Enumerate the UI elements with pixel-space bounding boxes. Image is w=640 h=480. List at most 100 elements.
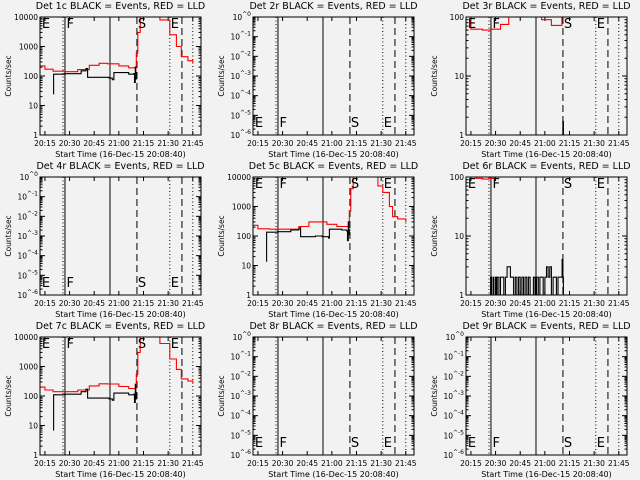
x-tick-label: 21:30 bbox=[157, 299, 179, 308]
phase-marker-label: E bbox=[171, 276, 179, 291]
x-tick-label: 21:30 bbox=[157, 139, 179, 148]
chart-title: Det 6r BLACK = Events, RED = LLD bbox=[462, 161, 630, 172]
phase-marker-label: E bbox=[384, 116, 392, 131]
tick-base: 10 bbox=[17, 193, 27, 202]
x-tick-label: 20:15 bbox=[460, 139, 482, 148]
phase-marker-label: E bbox=[384, 177, 392, 192]
tick-base: 10 bbox=[233, 333, 243, 342]
x-tick-label: 21:45 bbox=[182, 139, 204, 148]
phase-marker-label: F bbox=[492, 17, 499, 32]
tick-base: 10 bbox=[230, 353, 240, 362]
y-tick-label: 10^-5 bbox=[230, 429, 251, 440]
x-tick-label: 21:45 bbox=[608, 459, 630, 468]
plot-frame bbox=[465, 16, 628, 136]
tick-exponent: ^-4 bbox=[453, 410, 464, 417]
detector-panel: Det 3r BLACK = Events, RED = LLD Counts/s… bbox=[426, 0, 639, 160]
plot-frame bbox=[39, 16, 202, 136]
chart-title: Det 5c BLACK = Events, RED = LLD bbox=[249, 161, 418, 172]
y-tick-label: 10^0 bbox=[233, 11, 252, 22]
tick-base: 10 bbox=[230, 392, 240, 401]
phase-marker-label: F bbox=[279, 436, 286, 451]
tick-exponent: ^-6 bbox=[240, 449, 251, 456]
chart-svg: Det 3r BLACK = Events, RED = LLD Counts/s… bbox=[430, 1, 631, 159]
y-tick-label: 10^-4 bbox=[230, 410, 251, 421]
tick-exponent: ^-1 bbox=[240, 351, 251, 358]
y-tick-label: 10^-1 bbox=[230, 351, 251, 362]
plot-frame bbox=[252, 16, 415, 136]
tick-exponent: ^-3 bbox=[240, 390, 251, 397]
x-axis-label: Start Time (16-Dec-15 20:08:40) bbox=[55, 150, 186, 159]
x-tick-label: 20:45 bbox=[83, 459, 105, 468]
chart-title: Det 7c BLACK = Events, RED = LLD bbox=[36, 321, 205, 332]
tick-exponent: ^-5 bbox=[453, 429, 464, 436]
y-axis-label: Counts/sec bbox=[430, 215, 439, 256]
x-tick-label: 21:15 bbox=[346, 139, 368, 148]
y-tick-label: 1 bbox=[33, 451, 38, 460]
chart-svg: Det 8r BLACK = Events, RED = LLD Counts/s… bbox=[217, 321, 418, 479]
x-tick-label: 21:45 bbox=[395, 299, 417, 308]
tick-exponent: ^-2 bbox=[240, 370, 251, 377]
detector-panel: Det 8r BLACK = Events, RED = LLD Counts/s… bbox=[213, 320, 426, 480]
phase-marker-label: F bbox=[66, 337, 73, 352]
y-tick-label: 10^-1 bbox=[230, 31, 251, 42]
x-tick-label: 20:45 bbox=[296, 299, 318, 308]
y-tick-label: 10 bbox=[241, 262, 251, 271]
phase-marker-label: F bbox=[492, 177, 499, 192]
y-tick-label: 10^-3 bbox=[17, 230, 38, 241]
x-tick-label: 21:45 bbox=[395, 459, 417, 468]
x-tick-label: 21:00 bbox=[321, 139, 343, 148]
tick-base: 10 bbox=[230, 131, 240, 140]
x-tick-label: 21:00 bbox=[108, 299, 130, 308]
plot-area bbox=[275, 17, 407, 135]
x-axis-label: Start Time (16-Dec-15 20:08:40) bbox=[55, 470, 186, 479]
tick-base: 10 bbox=[17, 291, 27, 300]
tick-base: 10 bbox=[230, 431, 240, 440]
plot-area bbox=[40, 17, 194, 135]
x-tick-label: 20:30 bbox=[272, 139, 294, 148]
events-series-line bbox=[266, 221, 351, 262]
tick-base: 10 bbox=[17, 232, 27, 241]
chart-svg: Det 5c BLACK = Events, RED = LLD Counts/s… bbox=[217, 161, 418, 319]
y-tick-label: 10^0 bbox=[233, 331, 252, 342]
phase-marker-label: E bbox=[42, 17, 50, 32]
x-tick-label: 20:45 bbox=[83, 299, 105, 308]
y-tick-label: 10^-2 bbox=[443, 370, 464, 381]
phase-marker-label: S bbox=[351, 436, 359, 451]
tick-base: 10 bbox=[443, 412, 453, 421]
x-tick-label: 21:15 bbox=[133, 139, 155, 148]
phase-marker-label: E bbox=[468, 436, 476, 451]
tick-exponent: ^0 bbox=[242, 331, 251, 338]
y-tick-label: 10^-3 bbox=[443, 390, 464, 401]
y-tick-label: 1 bbox=[459, 131, 464, 140]
y-tick-label: 10^-4 bbox=[443, 410, 464, 421]
tick-exponent: ^0 bbox=[242, 11, 251, 18]
detector-panel: Det 4r BLACK = Events, RED = LLD Counts/s… bbox=[0, 160, 213, 320]
chart-title: Det 2r BLACK = Events, RED = LLD bbox=[249, 1, 417, 12]
x-tick-label: 20:15 bbox=[34, 459, 56, 468]
x-tick-label: 21:45 bbox=[182, 299, 204, 308]
x-tick-label: 20:30 bbox=[485, 139, 507, 148]
x-tick-label: 20:30 bbox=[59, 139, 81, 148]
x-axis-label: Start Time (16-Dec-15 20:08:40) bbox=[481, 470, 612, 479]
y-tick-label: 100 bbox=[24, 72, 39, 81]
y-tick-label: 10^-6 bbox=[230, 449, 251, 460]
tick-exponent: ^-1 bbox=[27, 191, 38, 198]
y-tick-label: 1000 bbox=[19, 363, 38, 372]
chart-title: Det 3r BLACK = Events, RED = LLD bbox=[462, 1, 630, 12]
phase-marker-label: E bbox=[255, 177, 263, 192]
y-tick-label: 1000 bbox=[19, 43, 38, 52]
phase-marker-label: E bbox=[597, 436, 605, 451]
tick-exponent: ^-4 bbox=[240, 410, 251, 417]
x-tick-label: 21:30 bbox=[583, 459, 605, 468]
x-tick-label: 21:15 bbox=[559, 299, 581, 308]
x-tick-label: 21:15 bbox=[346, 299, 368, 308]
y-tick-label: 10^-1 bbox=[443, 351, 464, 362]
x-tick-label: 21:30 bbox=[370, 299, 392, 308]
y-axis-label: Counts/sec bbox=[217, 215, 226, 256]
tick-exponent: ^-1 bbox=[453, 351, 464, 358]
tick-base: 10 bbox=[446, 333, 456, 342]
x-tick-label: 20:45 bbox=[296, 139, 318, 148]
y-tick-label: 10^0 bbox=[20, 171, 39, 182]
y-tick-label: 100 bbox=[24, 392, 39, 401]
